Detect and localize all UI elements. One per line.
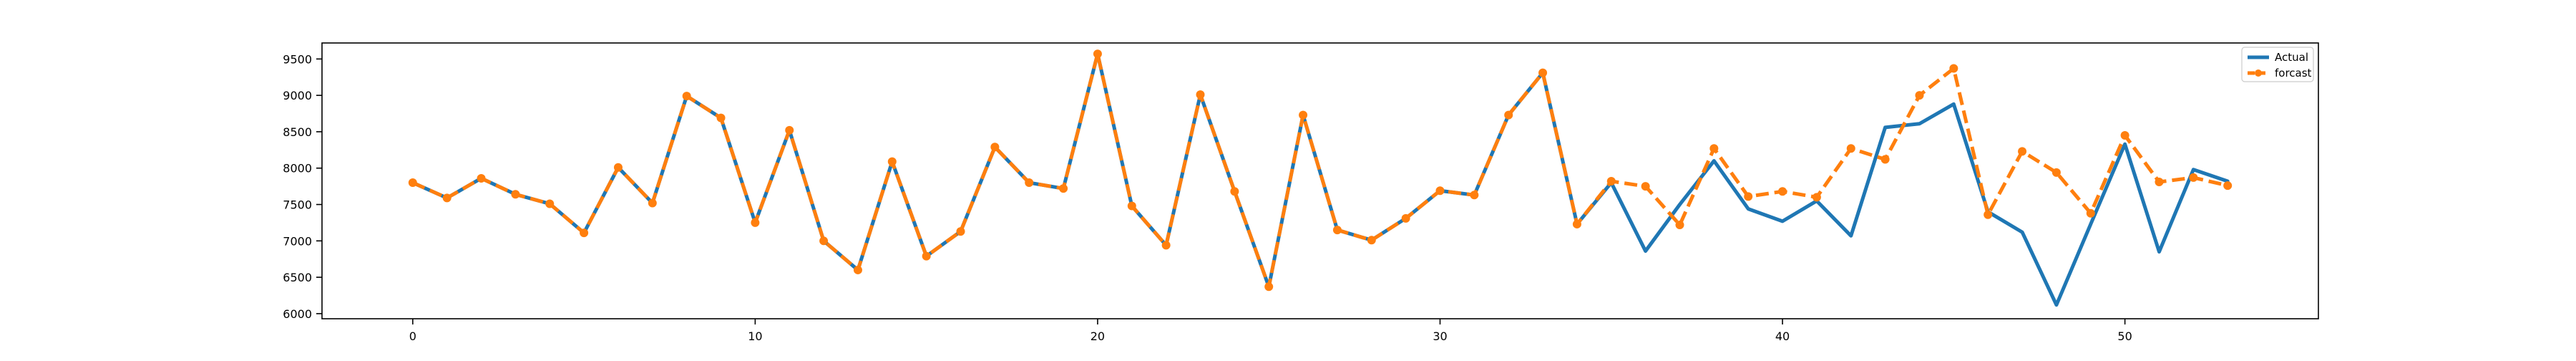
data-point-forcast <box>408 178 417 188</box>
data-point-forcast <box>580 228 589 238</box>
data-point-forcast <box>819 236 829 246</box>
data-point-forcast <box>1161 241 1171 250</box>
y-tick-label: 9000 <box>283 89 312 102</box>
y-tick-label: 6500 <box>283 271 312 284</box>
data-point-forcast <box>682 92 691 101</box>
data-point-forcast <box>1949 64 1958 73</box>
x-tick-label: 40 <box>1775 329 1790 343</box>
data-point-forcast <box>1435 186 1445 196</box>
data-point-forcast <box>1606 177 1616 186</box>
x-tick-label: 0 <box>409 329 416 343</box>
data-point-forcast <box>1641 182 1650 191</box>
data-point-forcast <box>1709 144 1719 153</box>
y-tick-label: 7000 <box>283 234 312 248</box>
data-point-forcast <box>1880 155 1890 164</box>
data-point-forcast <box>1846 144 1855 153</box>
data-point-forcast <box>2051 168 2061 177</box>
data-point-forcast <box>1264 282 1274 292</box>
data-point-forcast <box>2155 178 2164 187</box>
y-tick-label: 7500 <box>283 198 312 212</box>
data-point-forcast <box>990 143 1000 152</box>
legend-marker-forcast <box>2255 69 2262 77</box>
data-point-forcast <box>1470 191 1479 200</box>
series-line-actual <box>411 52 2230 307</box>
x-tick-label: 20 <box>1091 329 1105 343</box>
data-point-forcast <box>511 190 520 199</box>
data-point-forcast <box>1127 201 1136 211</box>
x-tick-label: 30 <box>1433 329 1447 343</box>
data-point-forcast <box>477 173 486 183</box>
y-tick-label: 8500 <box>283 125 312 139</box>
data-point-forcast <box>2086 208 2095 218</box>
data-point-forcast <box>1332 226 1342 235</box>
data-point-forcast <box>1093 49 1102 59</box>
data-point-forcast <box>785 125 794 135</box>
y-tick-label: 6000 <box>283 307 312 321</box>
data-point-forcast <box>648 198 657 208</box>
data-point-forcast <box>1059 184 1068 193</box>
y-tick-label: 8000 <box>283 162 312 175</box>
data-point-forcast <box>751 218 760 227</box>
data-point-forcast <box>922 251 931 261</box>
data-point-forcast <box>1915 91 1924 100</box>
data-point-forcast <box>1196 90 1205 100</box>
data-point-forcast <box>613 163 623 172</box>
data-point-forcast <box>1230 187 1239 196</box>
data-point-forcast <box>2120 131 2129 140</box>
y-tick-label: 9500 <box>283 52 312 66</box>
data-point-forcast <box>853 265 862 274</box>
data-point-forcast <box>1367 236 1376 245</box>
data-point-forcast <box>442 193 452 203</box>
data-point-forcast <box>1299 110 1308 120</box>
data-point-forcast <box>716 113 726 122</box>
data-point-forcast <box>2189 173 2198 182</box>
data-point-forcast <box>2223 181 2233 191</box>
data-point-forcast <box>1025 178 1034 188</box>
legend-label-forcast: forcast <box>2275 67 2312 80</box>
data-point-forcast <box>1504 110 1513 120</box>
data-point-forcast <box>1744 192 1753 201</box>
data-point-forcast <box>545 199 555 208</box>
data-point-forcast <box>1812 193 1821 202</box>
data-point-forcast <box>956 227 965 236</box>
legend-label-actual: Actual <box>2275 51 2308 64</box>
data-point-forcast <box>1538 68 1548 77</box>
data-point-forcast <box>887 157 897 166</box>
data-point-forcast <box>1401 213 1410 223</box>
data-point-forcast <box>1675 220 1684 229</box>
data-point-forcast <box>2018 147 2027 156</box>
data-point-forcast <box>1984 210 1993 219</box>
plot-frame <box>321 42 2319 319</box>
data-point-forcast <box>1778 187 1787 196</box>
data-point-forcast <box>1572 219 1581 228</box>
x-tick-label: 50 <box>2117 329 2132 343</box>
x-tick-label: 10 <box>748 329 762 343</box>
